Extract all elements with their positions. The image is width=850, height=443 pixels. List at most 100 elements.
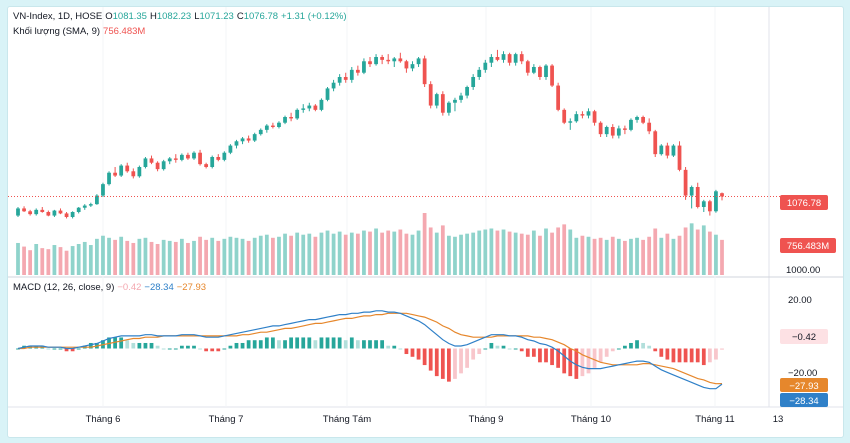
candle <box>598 121 603 137</box>
volume-bar <box>58 247 63 275</box>
candle <box>252 132 257 142</box>
volume-bar <box>167 240 172 275</box>
histogram-bar <box>46 348 51 350</box>
volume-bar <box>210 237 215 275</box>
candle <box>580 111 585 119</box>
histogram-bar <box>410 348 415 357</box>
volume-bar <box>641 239 645 275</box>
volume-bar <box>313 236 318 275</box>
candle <box>398 52 403 63</box>
candle-body <box>271 125 275 127</box>
histogram-bar <box>653 348 658 352</box>
macd-tag: −28.34 <box>780 393 828 407</box>
histogram-bar <box>240 342 245 349</box>
candle <box>471 74 476 90</box>
chart-frame[interactable]: 1076.78 756.483M 1000.00 20.00 −0.42 −20… <box>7 6 844 438</box>
macd-axis-tick-top: 20.00 <box>788 295 812 306</box>
volume-bar <box>434 232 439 275</box>
candle <box>222 151 227 162</box>
candle <box>459 92 463 103</box>
chart-svg[interactable]: 1076.78 756.483M 1000.00 20.00 −0.42 −20… <box>8 7 843 437</box>
candle-body <box>695 187 700 207</box>
signal-tag: −27.93 <box>780 378 828 392</box>
volume-bar <box>125 240 130 275</box>
histogram-bar <box>179 345 184 349</box>
candle <box>264 124 269 133</box>
candle <box>64 212 69 219</box>
candle-body <box>610 127 615 136</box>
candle <box>647 118 652 135</box>
candle-body <box>16 208 20 216</box>
candle-body <box>495 57 500 60</box>
candle <box>192 151 196 160</box>
candle-body <box>513 54 518 63</box>
candle-body <box>659 145 664 155</box>
volume-bar <box>192 240 196 275</box>
histogram-bar <box>70 348 75 352</box>
volume-tag: 756.483M <box>780 238 836 253</box>
candle <box>695 182 700 209</box>
candle <box>525 59 530 76</box>
volume-bar <box>592 238 597 275</box>
histogram-bar <box>119 337 124 349</box>
candle-body <box>707 201 712 212</box>
candle-body <box>465 87 469 96</box>
candle-body <box>343 77 348 80</box>
candle <box>198 149 202 166</box>
candle-body <box>101 184 105 196</box>
candle <box>295 108 300 120</box>
candle <box>544 64 548 80</box>
histogram-bar <box>538 348 542 363</box>
candle <box>562 108 567 125</box>
candle-body <box>192 152 196 159</box>
candle <box>550 64 554 87</box>
time-label-13: 13 <box>773 414 784 425</box>
high-value: 1082.23 <box>156 11 192 22</box>
histogram-bar <box>525 348 530 357</box>
volume-bar <box>149 241 154 275</box>
volume-bar <box>331 233 336 275</box>
histogram-bar <box>677 348 682 363</box>
volume-bar <box>580 235 585 275</box>
volume-bar <box>416 230 421 275</box>
candle-body <box>161 161 166 170</box>
candle <box>319 98 324 112</box>
histogram-bar <box>623 345 627 349</box>
volume-bar <box>507 231 512 275</box>
volume-bar <box>155 244 160 275</box>
candle <box>568 118 573 130</box>
candle <box>538 65 542 80</box>
candle <box>34 208 39 216</box>
candle <box>677 141 682 172</box>
candle-body <box>428 84 433 106</box>
candle-body <box>125 165 130 172</box>
candle-body <box>222 152 227 160</box>
volume-bar <box>604 239 609 275</box>
candle-body <box>22 208 26 212</box>
volume-bar <box>95 238 99 275</box>
ohlc-legend: VN-Index, 1D, HOSE O1081.35 H1082.23 L1071.… <box>13 11 350 23</box>
candle <box>440 91 445 116</box>
candle <box>428 81 433 109</box>
candle <box>635 115 639 123</box>
histogram-bar <box>440 348 445 379</box>
candle-body <box>483 62 488 70</box>
volume-bar <box>40 248 45 275</box>
candle-body <box>665 145 670 156</box>
macd-histogram <box>16 337 724 382</box>
histogram-bar <box>386 345 391 349</box>
volume-bar <box>623 240 627 275</box>
volume-bar <box>453 236 457 275</box>
candle-body <box>368 61 372 65</box>
candle <box>283 115 287 125</box>
candle-body <box>355 69 360 73</box>
candle <box>234 139 239 149</box>
volume-bar <box>307 233 312 275</box>
histogram-bar <box>192 345 196 349</box>
volume-bar <box>513 232 518 275</box>
candle-body <box>616 128 621 136</box>
candle-body <box>119 165 124 176</box>
volume-bar <box>283 233 287 275</box>
volume-bar <box>707 231 712 275</box>
histogram-bar <box>271 337 275 349</box>
